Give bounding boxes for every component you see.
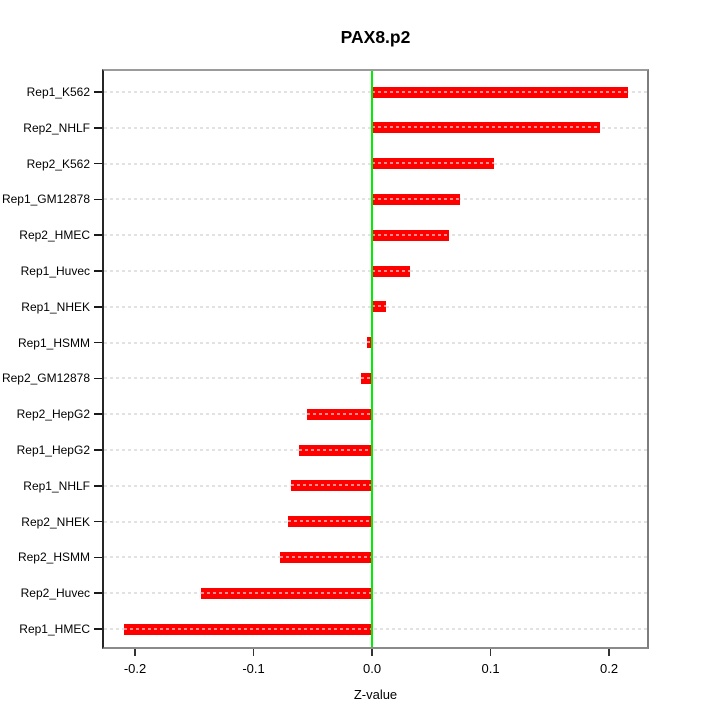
y-label-Rep2_NHEK: Rep2_NHEK	[21, 514, 90, 529]
bar-grid-overlay	[361, 376, 373, 379]
y-label-Rep2_HMEC: Rep2_HMEC	[19, 228, 90, 243]
y-label-Rep1_Huvec: Rep1_Huvec	[20, 264, 90, 278]
plot-area	[102, 69, 649, 649]
chart-title: PAX8.p2	[340, 27, 411, 47]
gridline	[104, 484, 647, 487]
x-tick	[608, 649, 610, 656]
x-tick	[371, 649, 373, 656]
bar-grid-overlay	[372, 126, 600, 129]
bar-Rep1_HMEC	[124, 623, 373, 635]
y-tick	[94, 162, 102, 165]
y-label-Rep2_K562: Rep2_K562	[26, 156, 90, 171]
x-tick	[252, 649, 255, 656]
y-label-Rep1_HSMM: Rep1_HSMM	[17, 335, 90, 350]
bar-grid-overlay	[201, 591, 373, 594]
y-tick	[94, 592, 102, 594]
y-tick	[94, 306, 102, 308]
x-tick	[489, 649, 492, 656]
x-tick-label: 0.2	[600, 661, 619, 676]
y-tick	[94, 485, 102, 487]
gridline	[104, 413, 647, 416]
bar-Rep2_GM12878	[361, 372, 373, 384]
bar-Rep1_HepG2	[298, 444, 373, 456]
y-label-Rep1_NHLF: Rep1_NHLF	[23, 478, 90, 493]
gridline	[104, 556, 647, 559]
x-tick-label: -0.2	[123, 661, 147, 676]
y-tick	[94, 556, 102, 559]
bar-Rep2_NHLF	[372, 122, 600, 134]
bar-grid-overlay	[306, 412, 373, 415]
y-tick	[94, 127, 102, 129]
gridline	[104, 520, 647, 523]
bar-Rep1_Huvec	[372, 265, 410, 277]
bar-Rep2_HMEC	[372, 229, 450, 241]
bar-grid-overlay	[372, 233, 450, 236]
y-tick	[94, 520, 102, 523]
x-axis-title: Z-value	[353, 687, 398, 702]
y-tick	[94, 198, 102, 201]
bar-grid-overlay	[291, 484, 373, 487]
bar-Rep2_HSMM	[279, 551, 373, 563]
gridline	[104, 449, 647, 451]
y-label-Rep1_HepG2: Rep1_HepG2	[16, 443, 90, 457]
y-label-Rep2_HepG2: Rep2_HepG2	[16, 407, 90, 422]
y-label-Rep2_HSMM: Rep2_HSMM	[17, 550, 90, 565]
bar-grid-overlay	[372, 162, 495, 165]
bar-grid-overlay	[298, 448, 373, 451]
gridline	[104, 377, 647, 380]
bar-Rep1_K562	[372, 86, 629, 98]
y-tick	[94, 628, 102, 630]
gridline	[104, 628, 647, 630]
y-tick	[94, 413, 102, 415]
bar-grid-overlay	[372, 305, 387, 308]
x-tick	[134, 649, 136, 656]
bar-Rep1_GM12878	[372, 193, 460, 205]
y-label-Rep1_K562: Rep1_K562	[26, 85, 90, 99]
x-tick-label: 0.1	[481, 661, 500, 676]
y-label-Rep1_HMEC: Rep1_HMEC	[19, 622, 90, 636]
y-tick	[94, 341, 102, 344]
bar-grid-overlay	[124, 627, 373, 630]
y-tick	[94, 234, 102, 236]
bar-Rep2_K562	[372, 158, 495, 170]
x-tick-label: -0.1	[242, 661, 265, 676]
y-label-Rep2_NHLF: Rep2_NHLF	[23, 120, 90, 135]
bar-grid-overlay	[372, 197, 460, 200]
bar-Rep2_NHEK	[287, 516, 373, 528]
bar-grid-overlay	[372, 269, 410, 272]
bar-grid-overlay	[372, 90, 629, 93]
y-label-Rep2_GM12878: Rep2_GM12878	[1, 371, 90, 386]
y-tick	[94, 449, 102, 451]
bar-Rep2_HepG2	[306, 408, 373, 420]
bar-grid-overlay	[367, 341, 373, 344]
y-tick	[94, 377, 102, 380]
gridline	[104, 592, 647, 595]
bar-Rep1_NHEK	[372, 301, 387, 313]
bar-Rep1_NHLF	[291, 480, 373, 492]
y-tick	[94, 91, 102, 93]
y-label-Rep2_Huvec: Rep2_Huvec	[20, 586, 90, 601]
y-tick	[94, 270, 102, 272]
bar-grid-overlay	[279, 555, 373, 558]
y-label-Rep1_GM12878: Rep1_GM12878	[1, 192, 90, 207]
bar-Rep2_Huvec	[201, 587, 373, 599]
bar-Rep1_HSMM	[367, 337, 373, 349]
zero-line	[371, 71, 374, 647]
bar-grid-overlay	[287, 520, 373, 523]
y-label-Rep1_NHEK: Rep1_NHEK	[21, 299, 90, 314]
gridline	[104, 341, 647, 344]
x-tick-label: 0.0	[363, 661, 382, 676]
